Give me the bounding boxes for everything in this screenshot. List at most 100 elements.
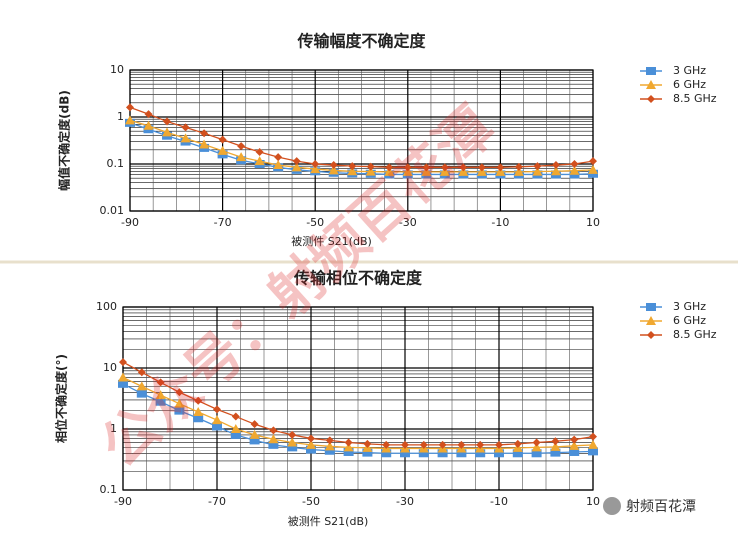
legend-label: 3 GHz xyxy=(673,64,706,77)
plots: 传输幅度不确定度 0.01 0.1 1 10 -90 -70 -50 -30 -10 10 被测件 S… xyxy=(54,32,717,529)
legend-label: 8.5 GHz xyxy=(673,328,717,341)
data-point xyxy=(458,166,469,176)
x-tick-label: -10 xyxy=(490,495,508,508)
legend-label: 6 GHz xyxy=(673,78,706,91)
data-point xyxy=(422,163,431,172)
y-tick-label: 10 xyxy=(110,63,124,76)
x-tick-label: -50 xyxy=(306,216,324,229)
legend-marker xyxy=(646,303,656,311)
data-point xyxy=(366,162,375,171)
data-point xyxy=(174,406,185,415)
data-point xyxy=(155,390,166,400)
y-axis-label: 幅值不确定度(dB) xyxy=(57,90,72,191)
data-point xyxy=(269,426,278,435)
data-point xyxy=(250,420,259,429)
data-point xyxy=(569,440,580,450)
data-point xyxy=(533,162,542,171)
y-tick-label: 10 xyxy=(103,361,117,374)
x-tick-label: -50 xyxy=(302,495,320,508)
data-point xyxy=(495,440,503,449)
data-point xyxy=(550,441,561,451)
data-point xyxy=(156,378,165,387)
legend-marker xyxy=(646,67,656,75)
legend-label: 3 GHz xyxy=(673,300,706,313)
data-point xyxy=(125,115,135,125)
data-point xyxy=(347,166,358,176)
y-axis-label: 相位不确定度(°) xyxy=(54,354,69,443)
data-point xyxy=(365,166,376,176)
y-tick-label: 0.1 xyxy=(100,483,118,496)
data-point xyxy=(384,166,395,176)
data-point xyxy=(457,440,466,449)
data-point xyxy=(311,160,320,168)
data-point xyxy=(382,440,391,449)
data-point xyxy=(174,398,185,408)
data-point xyxy=(193,414,204,423)
data-point xyxy=(193,406,204,416)
data-point xyxy=(325,436,334,445)
legend-marker xyxy=(646,316,656,325)
x-tick-label: -70 xyxy=(214,216,232,229)
data-point xyxy=(273,160,284,170)
data-point xyxy=(419,440,428,449)
data-point xyxy=(570,435,579,444)
x-tick-label: -90 xyxy=(121,216,139,229)
legend-marker xyxy=(647,331,655,339)
data-point xyxy=(310,164,321,174)
data-point xyxy=(328,165,339,175)
data-point xyxy=(212,415,222,425)
data-point xyxy=(403,163,412,172)
y-tick-label: 1 xyxy=(117,110,124,123)
x-tick-label: -30 xyxy=(399,216,417,229)
data-point xyxy=(440,163,449,172)
data-point xyxy=(569,447,580,456)
data-point xyxy=(237,142,246,151)
data-point xyxy=(551,161,560,170)
data-point xyxy=(459,163,468,172)
data-point xyxy=(231,412,240,421)
data-point xyxy=(274,153,283,162)
legend-marker xyxy=(647,95,655,103)
data-point xyxy=(212,422,222,431)
data-point xyxy=(118,379,128,388)
legend-label: 8.5 GHz xyxy=(673,92,717,105)
data-point xyxy=(163,117,172,126)
data-point xyxy=(292,157,301,166)
x-tick-label: 10 xyxy=(586,495,600,508)
data-point xyxy=(402,166,413,176)
x-tick-label: -30 xyxy=(396,495,414,508)
data-point xyxy=(476,166,487,176)
x-tick-label: -90 xyxy=(114,495,132,508)
data-point xyxy=(268,434,279,444)
data-point xyxy=(363,439,372,448)
data-point xyxy=(531,442,542,452)
legend-label: 6 GHz xyxy=(673,314,706,327)
data-point xyxy=(306,439,316,449)
data-point xyxy=(291,162,302,172)
data-point xyxy=(569,165,580,175)
data-point xyxy=(495,166,506,176)
data-point xyxy=(324,441,335,451)
plot-frame xyxy=(122,306,594,491)
data-point xyxy=(343,442,354,452)
data-point xyxy=(496,163,505,172)
data-point xyxy=(348,162,357,171)
data-point xyxy=(249,429,260,439)
data-point xyxy=(136,381,147,391)
data-point xyxy=(513,166,524,176)
y-tick-label: 100 xyxy=(96,300,117,313)
data-point xyxy=(514,162,523,171)
data-point xyxy=(439,166,450,176)
y-tick-label: 0.01 xyxy=(100,204,125,217)
data-point xyxy=(126,103,134,112)
data-point xyxy=(200,129,209,138)
data-point xyxy=(588,447,598,456)
data-point xyxy=(288,430,297,439)
data-point xyxy=(307,434,315,443)
legend-marker xyxy=(646,80,656,89)
data-point xyxy=(550,166,561,176)
data-point xyxy=(217,145,228,155)
logo: 射频百花潭 xyxy=(626,498,696,515)
watermark: 公众号：射频百花潭 xyxy=(89,95,507,481)
